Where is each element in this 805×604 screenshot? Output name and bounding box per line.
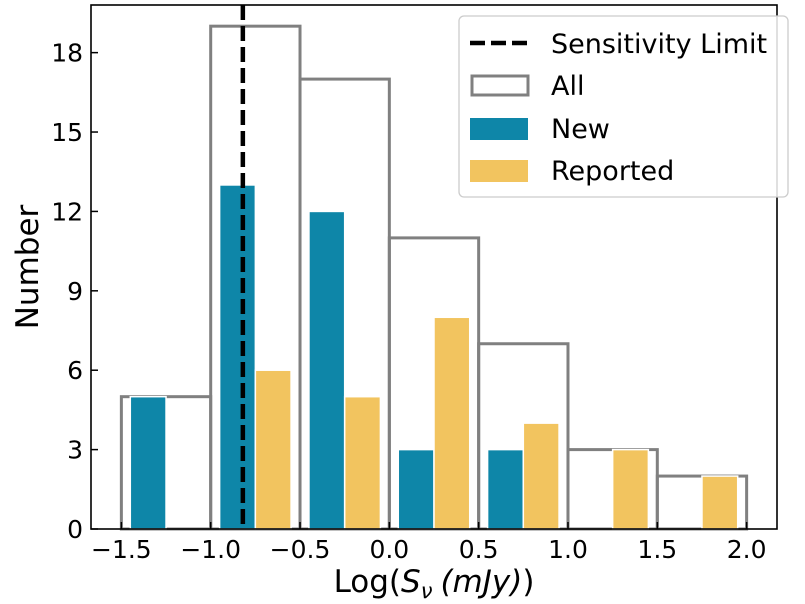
bar-reported-bin-6 <box>701 475 739 530</box>
x-axis-label-subscript: ν <box>421 579 433 603</box>
bar-new-bin-4 <box>486 448 525 530</box>
bar-reported-bin-5 <box>611 448 650 530</box>
new-bars <box>129 184 525 530</box>
bar-reported-bin-3 <box>433 316 471 530</box>
y-axis-label: Number <box>10 204 46 329</box>
legend-box <box>458 15 789 198</box>
bar-reported-bin-4 <box>522 422 560 530</box>
bar-reported-bin-2 <box>343 395 382 530</box>
x-tick-label: 1.0 <box>548 535 588 564</box>
bar-new-bin-0 <box>129 395 167 530</box>
reported-bars <box>254 316 739 530</box>
y-tick-label: 9 <box>67 277 83 306</box>
y-axis-ticks: 0 3 6 9 12 15 18 <box>51 39 98 544</box>
y-tick-label: 6 <box>67 356 83 385</box>
x-axis-ticks: −1.5 −1.0 −0.5 0.0 0.5 1.0 1.5 2.0 <box>91 522 767 564</box>
x-axis-label-close: ) <box>522 564 534 600</box>
x-tick-label: 1.5 <box>637 535 677 564</box>
bar-reported-bin-1 <box>254 369 292 530</box>
y-tick-label: 18 <box>51 39 83 68</box>
y-tick-label: 0 <box>67 515 83 544</box>
bar-new-bin-2 <box>308 210 346 530</box>
x-tick-label: 0.5 <box>459 535 499 564</box>
legend-label-new: New <box>551 114 610 145</box>
legend-label-reported: Reported <box>551 156 674 187</box>
y-tick-label: 15 <box>51 118 83 147</box>
x-tick-label: 0.0 <box>369 535 409 564</box>
y-tick-label: 3 <box>67 436 83 465</box>
x-tick-label: −0.5 <box>270 535 331 564</box>
legend-label-all: All <box>551 71 584 102</box>
bar-new-bin-1 <box>218 184 257 530</box>
plot-area-frame <box>90 4 778 530</box>
x-tick-label: −1.0 <box>180 535 241 564</box>
y-tick-label: 12 <box>51 197 83 226</box>
legend-swatch-reported <box>470 160 528 182</box>
legend-swatch-new <box>470 118 528 140</box>
legend: Sensitivity Limit All New Reported <box>458 15 789 198</box>
legend-label-sensitivity-limit: Sensitivity Limit <box>551 29 767 60</box>
bar-new-bin-3 <box>397 448 435 530</box>
legend-swatch-all <box>470 74 530 97</box>
x-tick-label: −1.5 <box>91 535 152 564</box>
x-tick-label: 2.0 <box>727 535 767 564</box>
x-axis-label-prefix: Log( <box>334 564 401 600</box>
x-axis-label-symbol: S <box>401 564 421 600</box>
x-axis-label-unit: (mJy) <box>440 564 522 600</box>
x-axis-label: Log(Sν (mJy)) <box>334 564 535 603</box>
